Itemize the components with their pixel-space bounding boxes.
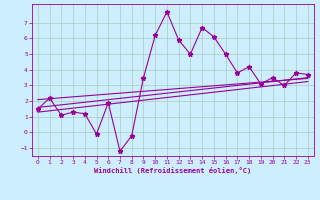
X-axis label: Windchill (Refroidissement éolien,°C): Windchill (Refroidissement éolien,°C) [94,167,252,174]
